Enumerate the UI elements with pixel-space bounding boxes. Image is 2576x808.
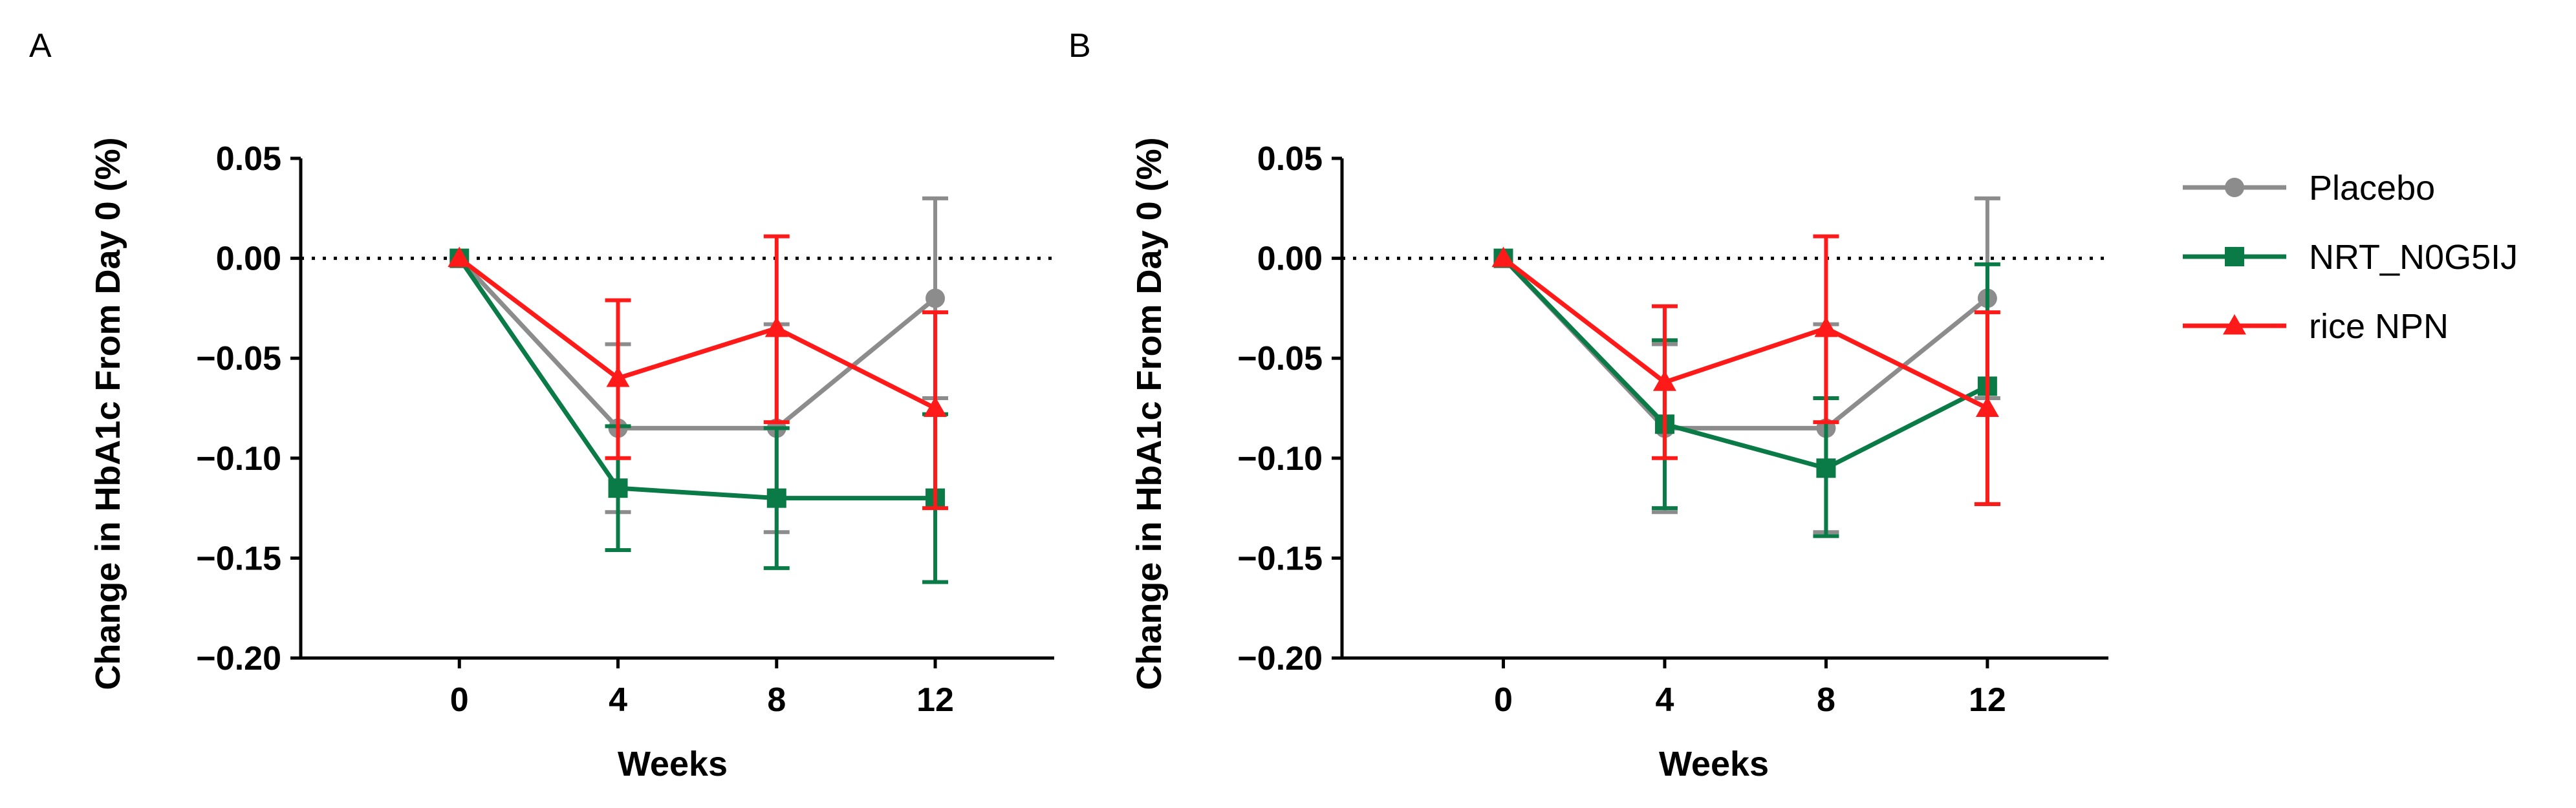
x-tick-label-b: 12 [1969, 681, 2006, 719]
y-tick-label-a: −0.10 [196, 440, 281, 478]
legend-item: Placebo [2183, 169, 2435, 207]
data-point [1814, 316, 1838, 337]
x-axis-title-a: Weeks [618, 745, 728, 783]
data-point [1975, 396, 1999, 417]
x-tick-label-a: 0 [450, 681, 469, 719]
legend-label: NRT_N0G5IJ [2309, 238, 2518, 277]
series-line [458, 256, 936, 410]
y-tick-label-a: −0.20 [196, 640, 281, 677]
series-line [457, 257, 936, 501]
y-tick-label-a: 0.00 [216, 240, 281, 278]
x-tick-label-b: 4 [1655, 681, 1674, 719]
data-point [448, 246, 471, 268]
y-tick-label-a: 0.05 [216, 140, 281, 178]
y-tick-label-b: 0.00 [1257, 240, 1323, 278]
y-tick-label-b: −0.20 [1237, 640, 1323, 677]
data-point [766, 488, 786, 508]
x-tick-label-a: 8 [767, 681, 786, 719]
legend-item: rice NPN [2183, 307, 2449, 346]
series-nrt-n0g5ij-a [449, 248, 949, 584]
data-point [606, 367, 630, 387]
panel-letter-b: B [1068, 27, 1091, 65]
series-placebo-b [1493, 196, 2000, 535]
data-point [1816, 458, 1836, 478]
data-point [608, 478, 628, 498]
x-tick-label-a: 4 [609, 681, 627, 719]
legend-label: rice NPN [2309, 307, 2449, 346]
data-point [1491, 246, 1515, 268]
series-line [1501, 257, 1989, 431]
panel-b: B Change in HbA1c From Day 0 (%) Weeks 0… [1068, 27, 2108, 783]
y-tick-label-b: −0.15 [1237, 540, 1323, 577]
data-point [764, 316, 788, 337]
legend-item: NRT_N0G5IJ [2183, 238, 2518, 277]
series-line [1501, 257, 1989, 471]
x-tick-label-b: 0 [1494, 681, 1513, 719]
y-axis-title-b: Change in HbA1c From Day 0 (%) [1130, 137, 1169, 690]
legend-marker-circle [2225, 178, 2244, 197]
data-point [924, 396, 947, 417]
data-point [1652, 370, 1676, 391]
series-nrt-n0g5ij-b [1493, 248, 2000, 538]
y-tick-label-a: −0.05 [196, 340, 281, 377]
plot-area-b: 0.05 0.00 −0.05 −0.10 −0.15 −0.20 0 4 8 12 [1237, 140, 2108, 719]
series-placebo-a [449, 196, 949, 535]
y-tick-label-b: −0.05 [1237, 340, 1323, 377]
plot-area-a: 0.05 0.00 −0.05 −0.10 −0.15 −0.20 0 4 8 12 [196, 140, 1054, 719]
x-tick-label-a: 12 [916, 681, 954, 719]
data-point [925, 288, 946, 308]
series-rice-npn-b [1491, 234, 2000, 506]
series-line [1502, 256, 1989, 410]
y-axis-title-a: Change in HbA1c From Day 0 (%) [89, 137, 127, 690]
y-tick-label-b: 0.05 [1257, 140, 1323, 178]
series-line [457, 257, 937, 431]
legend-marker-triangle [2223, 314, 2246, 335]
legend-marker-square [2225, 247, 2244, 266]
y-tick-label-a: −0.15 [196, 540, 281, 577]
legend-label: Placebo [2309, 169, 2435, 207]
panel-a: A Change in HbA1c From Day 0 (%) Weeks 0… [29, 27, 1054, 783]
series-rice-npn-a [448, 234, 949, 511]
panel-letter-a: A [29, 27, 52, 65]
x-axis-title-b: Weeks [1659, 745, 1769, 783]
y-tick-label-b: −0.10 [1237, 440, 1323, 478]
x-tick-label-b: 8 [1817, 681, 1835, 719]
